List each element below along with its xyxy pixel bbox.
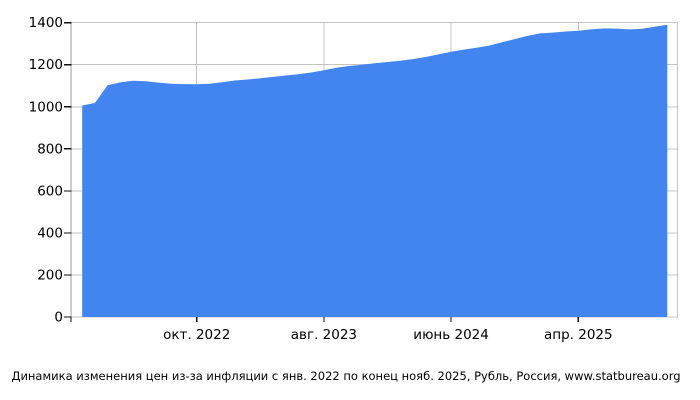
y-tick-label: 400	[37, 225, 63, 241]
y-tick-label: 1400	[29, 15, 63, 31]
y-tick-label: 1000	[29, 99, 63, 115]
x-tick-label: окт. 2022	[163, 327, 230, 343]
x-tick-label: июнь 2024	[413, 327, 489, 343]
inflation-area-chart: 0 200 400 600 800 1000 1200 1400 окт. 2022 авг. 2…	[29, 15, 678, 343]
y-tick-label: 800	[37, 141, 63, 157]
area-series	[82, 24, 668, 318]
chart-caption: Динамика изменения цен из-за инфляции с …	[11, 369, 681, 383]
y-tick-label: 200	[37, 268, 63, 284]
y-tick-label: 0	[54, 310, 63, 326]
y-tick-label: 1200	[29, 57, 63, 73]
y-tick-label: 600	[37, 183, 63, 199]
x-tick-label: авг. 2023	[291, 327, 357, 343]
x-tick-label: апр. 2025	[544, 327, 613, 343]
